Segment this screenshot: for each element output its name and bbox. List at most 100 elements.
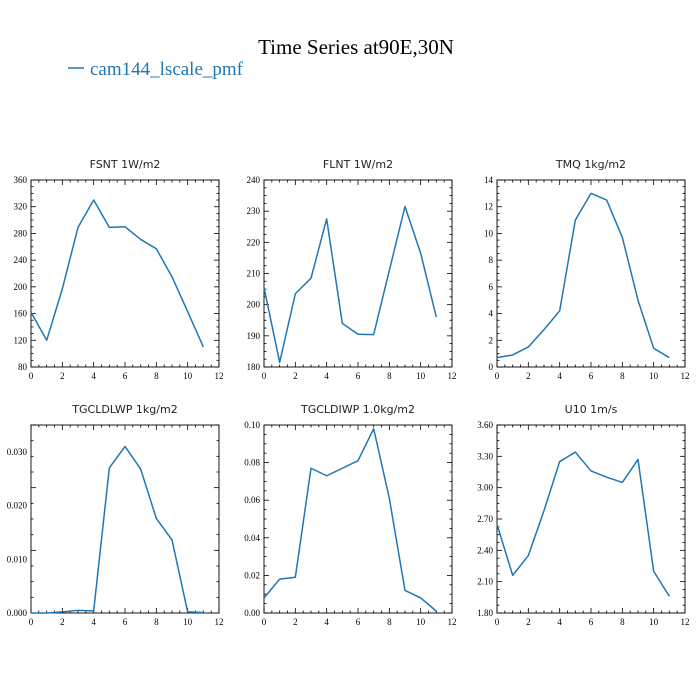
y-tick-label: 190 xyxy=(247,331,261,341)
y-tick-label: 0.010 xyxy=(7,554,28,564)
x-tick-label: 10 xyxy=(649,617,659,627)
y-tick-label: 0.00 xyxy=(244,608,260,618)
panel-title: FSNT 1W/m2 xyxy=(90,158,161,171)
x-tick-label: 10 xyxy=(183,617,193,627)
x-tick-label: 2 xyxy=(526,371,531,381)
y-tick-label: 320 xyxy=(14,202,28,212)
y-tick-label: 1.80 xyxy=(477,608,493,618)
y-tick-label: 14 xyxy=(484,175,494,185)
chart-panel-4: TGCLDLWP 1kg/m2 0 2 4 6 8 10 12 0.000 0.010 0.020 0… xyxy=(7,403,224,627)
chart-panels: FSNT 1W/m20 2 4 6 8 10 12801201602002402803203… xyxy=(7,158,690,627)
x-tick-label: 4 xyxy=(324,617,329,627)
y-tick-label: 3.00 xyxy=(477,483,493,493)
x-tick-label: 4 xyxy=(557,371,562,381)
y-tick-label: 8 xyxy=(489,255,494,265)
chart-panel-6: U10 1m/s 0 2 4 6 8 10 12 1.80 2.10 2.40 2.70 3.00 3.3… xyxy=(477,403,689,627)
panel-title: U10 1m/s xyxy=(565,403,618,416)
x-tick-label: 8 xyxy=(154,617,159,627)
y-tick-label: 0.10 xyxy=(244,420,260,430)
x-tick-label: 10 xyxy=(649,371,659,381)
x-tick-label: 4 xyxy=(324,371,329,381)
x-tick-label: 0 xyxy=(29,371,34,381)
x-tick-label: 4 xyxy=(91,617,96,627)
x-tick-label: 2 xyxy=(526,617,531,627)
plot-frame xyxy=(496,179,686,368)
x-tick-label: 12 xyxy=(215,371,224,381)
y-tick-label: 0.06 xyxy=(244,495,260,505)
y-tick-label: 240 xyxy=(247,175,261,185)
x-tick-label: 10 xyxy=(416,371,426,381)
x-tick-label: 12 xyxy=(681,617,690,627)
x-tick-label: 0 xyxy=(262,371,267,381)
y-tick-label: 0.000 xyxy=(7,608,28,618)
y-tick-label: 200 xyxy=(247,300,261,310)
y-tick-label: 180 xyxy=(247,362,261,372)
y-tick-label: 4 xyxy=(489,309,494,319)
x-tick-label: 8 xyxy=(620,371,625,381)
x-tick-label: 0 xyxy=(262,617,267,627)
x-tick-label: 6 xyxy=(356,617,361,627)
chart-panel-1: FSNT 1W/m2 0 2 4 6 8 10 12 80 120 160 200 240 280 320 3… xyxy=(14,158,224,381)
y-tick-label: 360 xyxy=(14,175,28,185)
x-tick-label: 8 xyxy=(154,371,159,381)
panel-title: TGCLDLWP 1kg/m2 xyxy=(71,403,177,416)
y-tick-label: 3.30 xyxy=(477,451,493,461)
x-tick-label: 12 xyxy=(448,371,457,381)
y-tick-label: 2 xyxy=(489,335,494,345)
panel-title: TMQ 1kg/m2 xyxy=(555,158,626,171)
x-tick-label: 0 xyxy=(495,617,500,627)
x-tick-label: 2 xyxy=(293,371,298,381)
x-tick-label: 6 xyxy=(123,371,128,381)
y-tick-label: 120 xyxy=(14,335,28,345)
y-tick-label: 2.70 xyxy=(477,514,493,524)
x-tick-label: 8 xyxy=(387,371,392,381)
x-tick-label: 2 xyxy=(293,617,298,627)
y-tick-label: 2.40 xyxy=(477,545,493,555)
y-tick-label: 2.10 xyxy=(477,577,493,587)
y-tick-label: 0.08 xyxy=(244,458,260,468)
y-tick-label: 0.04 xyxy=(244,533,260,543)
series-line xyxy=(496,192,670,359)
x-tick-label: 10 xyxy=(416,617,426,627)
y-tick-label: 200 xyxy=(14,282,28,292)
y-tick-label: 0.030 xyxy=(7,447,28,457)
chart-panel-2: FLNT 1W/m2 0 2 4 6 8 10 12 180 190 200 210 220 230 240 xyxy=(247,158,457,381)
y-tick-label: 3.60 xyxy=(477,420,493,430)
x-tick-label: 0 xyxy=(29,617,34,627)
x-tick-label: 4 xyxy=(557,617,562,627)
x-tick-label: 12 xyxy=(448,617,457,627)
x-tick-label: 2 xyxy=(60,617,65,627)
y-tick-label: 210 xyxy=(247,269,261,279)
x-tick-label: 8 xyxy=(387,617,392,627)
panel-title: FLNT 1W/m2 xyxy=(323,158,393,171)
y-tick-label: 12 xyxy=(484,202,493,212)
y-tick-label: 0.020 xyxy=(7,501,28,511)
panel-title: TGCLDIWP 1.0kg/m2 xyxy=(300,403,415,416)
y-tick-label: 10 xyxy=(484,228,494,238)
y-tick-label: 0 xyxy=(489,362,494,372)
y-tick-label: 80 xyxy=(18,362,28,372)
legend-label: cam144_lscale_pmf xyxy=(90,59,244,80)
y-tick-label: 220 xyxy=(247,237,261,247)
plot-frame xyxy=(496,424,686,614)
plot-frame xyxy=(30,179,220,368)
series-line xyxy=(263,428,437,612)
y-tick-label: 280 xyxy=(14,228,28,238)
x-tick-label: 2 xyxy=(60,371,65,381)
plot-frame xyxy=(263,424,453,614)
x-tick-label: 6 xyxy=(589,617,594,627)
plot-frame xyxy=(263,179,453,368)
x-tick-label: 10 xyxy=(183,371,193,381)
x-tick-label: 4 xyxy=(91,371,96,381)
y-tick-label: 0.02 xyxy=(244,570,260,580)
series-line xyxy=(263,205,438,364)
x-tick-label: 12 xyxy=(215,617,224,627)
series-line xyxy=(496,451,670,597)
x-tick-label: 8 xyxy=(620,617,625,627)
legend: cam144_lscale_pmf xyxy=(68,59,244,80)
figure-title: Time Series at90E,30N xyxy=(258,35,454,59)
y-tick-label: 240 xyxy=(14,255,28,265)
x-tick-label: 6 xyxy=(356,371,361,381)
y-tick-label: 6 xyxy=(489,282,494,292)
